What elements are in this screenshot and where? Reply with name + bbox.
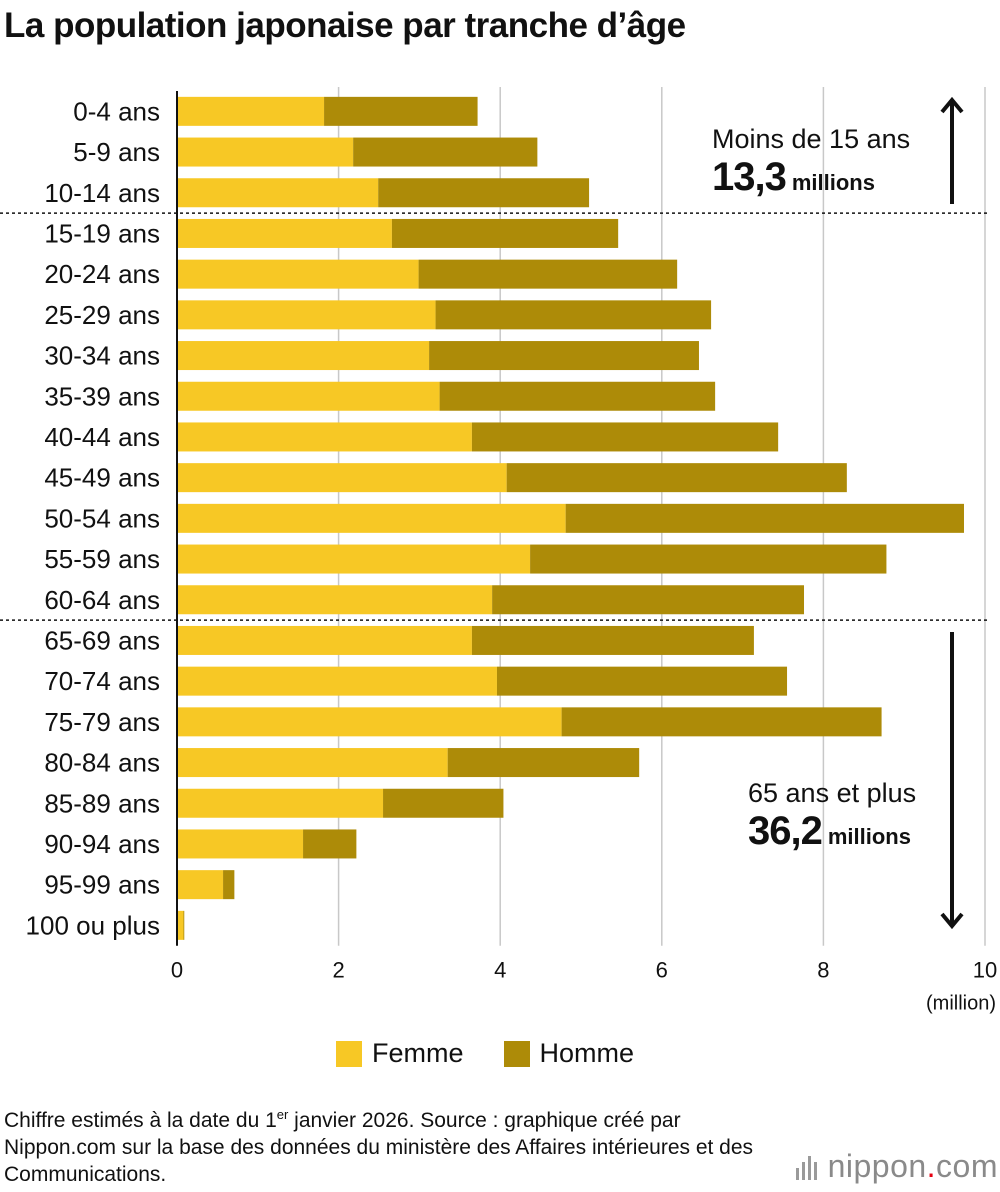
category-label-10: 50-54 ans <box>44 503 160 533</box>
bar-femme-8 <box>177 422 472 452</box>
x-tick-label-2: 2 <box>332 958 344 983</box>
annotation-under-15: Moins de 15 ans 13,3 millions <box>712 124 910 200</box>
legend-item-homme: Homme <box>503 1038 635 1069</box>
category-label-2: 10-14 ans <box>44 178 160 208</box>
chart-title: La population japonaise par tranche d’âg… <box>4 6 686 45</box>
bar-homme-0 <box>324 96 478 126</box>
bar-homme-10 <box>565 503 964 533</box>
category-label-4: 20-24 ans <box>44 259 160 289</box>
logo-text: nippon.com <box>828 1148 998 1185</box>
bar-femme-14 <box>177 666 497 696</box>
bar-homme-13 <box>471 625 754 655</box>
annotation-under-15-unit: millions <box>791 170 875 195</box>
legend-label-homme: Homme <box>539 1038 635 1068</box>
source-footnote: Chiffre estimés à la date du 1er janvier… <box>4 1101 784 1188</box>
bar-homme-16 <box>447 748 640 778</box>
category-label-16: 80-84 ans <box>44 748 160 778</box>
x-tick-label-6: 6 <box>656 958 668 983</box>
bar-femme-4 <box>177 259 419 289</box>
bar-femme-11 <box>177 544 531 574</box>
bar-homme-20 <box>183 910 185 940</box>
bar-homme-14 <box>496 666 788 696</box>
legend-label-femme: Femme <box>372 1038 464 1068</box>
legend-swatch-homme <box>503 1040 530 1067</box>
category-label-7: 35-39 ans <box>44 381 160 411</box>
category-label-9: 45-49 ans <box>44 463 160 493</box>
bar-femme-6 <box>177 341 430 371</box>
annotation-under-15-label: Moins de 15 ans <box>712 124 911 154</box>
category-label-20: 100 ou plus <box>26 910 160 940</box>
annotation-65-plus-unit: millions <box>827 824 911 849</box>
x-tick-label-4: 4 <box>494 958 506 983</box>
bar-femme-19 <box>177 870 224 900</box>
bar-homme-17 <box>383 788 504 818</box>
bar-homme-4 <box>418 259 678 289</box>
bar-femme-5 <box>177 300 436 330</box>
category-label-14: 70-74 ans <box>44 666 160 696</box>
bar-homme-3 <box>391 218 619 248</box>
bar-homme-8 <box>471 422 779 452</box>
category-label-18: 90-94 ans <box>44 829 160 859</box>
bar-homme-6 <box>429 341 699 371</box>
logo-brand: nippon <box>827 1148 927 1184</box>
category-label-8: 40-44 ans <box>44 422 160 452</box>
x-tick-label-8: 8 <box>817 958 829 983</box>
footnote-text-1: Chiffre estimés à la date du 1 <box>4 1109 277 1132</box>
category-label-15: 75-79 ans <box>44 707 160 737</box>
bar-homme-5 <box>435 300 712 330</box>
bar-femme-10 <box>177 503 566 533</box>
arrow-up-icon <box>940 96 964 204</box>
category-label-3: 15-19 ans <box>44 218 160 248</box>
annotation-65-plus: 65 ans et plus 36,2 millions <box>748 778 916 854</box>
category-label-6: 30-34 ans <box>44 341 160 371</box>
category-label-17: 85-89 ans <box>44 788 160 818</box>
bar-homme-11 <box>530 544 887 574</box>
nippon-logo: nippon.com <box>795 1148 998 1185</box>
bar-homme-7 <box>439 381 716 411</box>
bar-femme-12 <box>177 585 493 615</box>
category-label-12: 60-64 ans <box>44 585 160 615</box>
bar-homme-2 <box>378 178 590 208</box>
category-label-11: 55-59 ans <box>44 544 160 574</box>
bar-femme-17 <box>177 788 384 818</box>
annotation-65-plus-label: 65 ans et plus <box>748 778 917 808</box>
bar-femme-2 <box>177 178 379 208</box>
annotation-under-15-value: 13,3 <box>712 155 787 199</box>
population-bar-chart: 0-4 ans 5-9 ans 10-14 ans 15-19 ans 20-24 an… <box>0 87 997 1015</box>
category-label-19: 95-99 ans <box>44 870 160 900</box>
bar-femme-16 <box>177 748 448 778</box>
arrow-down-icon <box>940 632 964 930</box>
bar-femme-9 <box>177 463 507 493</box>
bar-femme-13 <box>177 625 472 655</box>
category-label-13: 65-69 ans <box>44 625 160 655</box>
bar-femme-0 <box>177 96 325 126</box>
logo-dot: . <box>926 1148 937 1184</box>
x-tick-label-10: 10 <box>973 958 997 983</box>
chart-legend: Femme Homme <box>336 1038 674 1069</box>
bar-femme-15 <box>177 707 562 737</box>
legend-swatch-femme <box>336 1040 362 1067</box>
logo-tld: com <box>936 1148 998 1184</box>
x-axis-label: (million) <box>926 993 996 1015</box>
category-label-1: 5-9 ans <box>73 137 160 167</box>
bar-homme-12 <box>492 585 805 615</box>
bar-homme-9 <box>506 463 847 493</box>
annotation-65-plus-value: 36,2 <box>748 809 823 853</box>
footnote-superscript: er <box>276 1107 289 1122</box>
category-label-0: 0-4 ans <box>73 96 160 126</box>
bar-homme-19 <box>223 870 235 900</box>
bar-femme-7 <box>177 381 440 411</box>
bar-homme-1 <box>353 137 538 167</box>
logo-bars-icon <box>795 1154 820 1180</box>
bar-femme-3 <box>177 218 392 248</box>
bar-homme-15 <box>561 707 882 737</box>
bar-femme-1 <box>177 137 354 167</box>
legend-item-femme: Femme <box>336 1038 464 1069</box>
bar-homme-18 <box>303 829 357 859</box>
footnote-text-2: janvier 2026. Source : graphique créé pa… <box>4 1109 754 1186</box>
category-label-5: 25-29 ans <box>44 300 160 330</box>
bar-femme-18 <box>177 829 304 859</box>
bar-femme-20 <box>177 910 184 940</box>
x-tick-label-0: 0 <box>171 958 183 983</box>
